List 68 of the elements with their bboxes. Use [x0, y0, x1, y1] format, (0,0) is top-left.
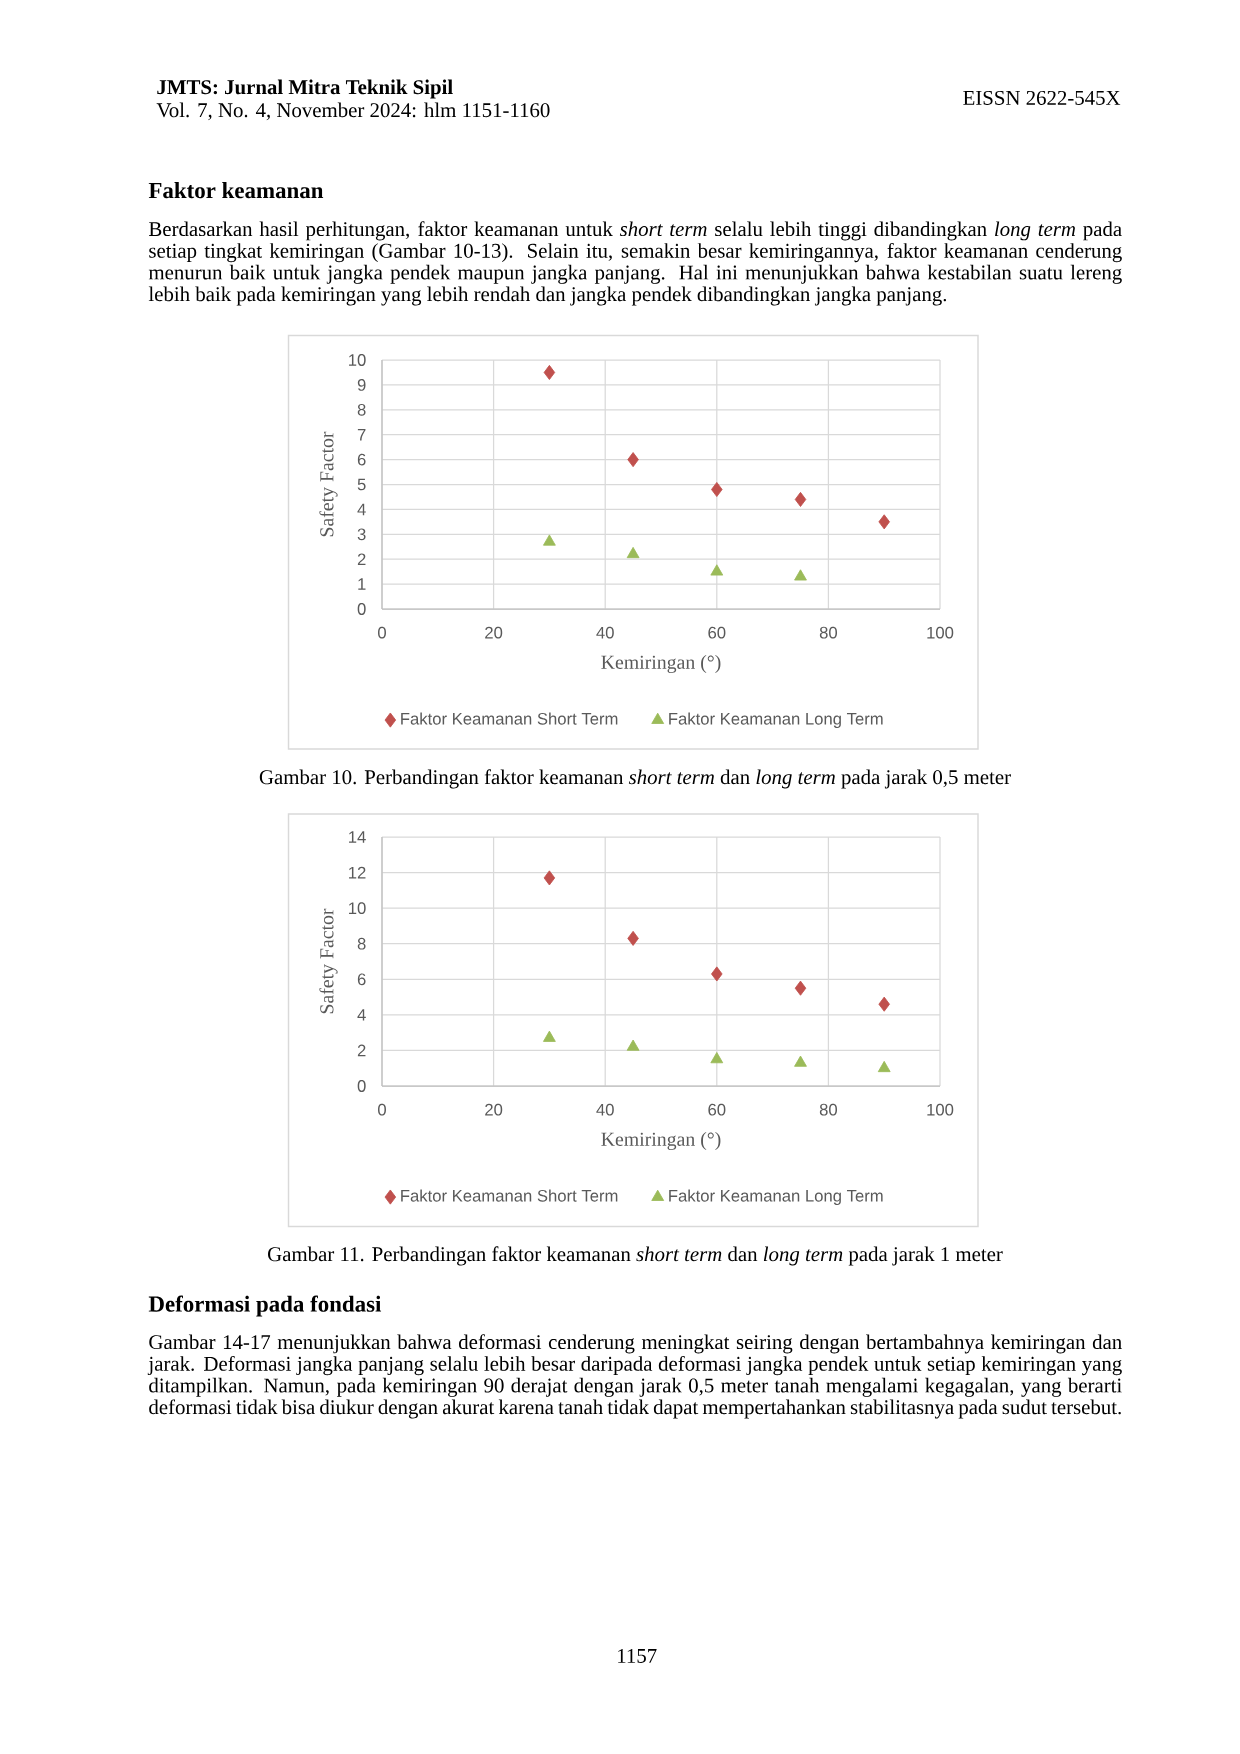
- x-tick-label: 100: [927, 1103, 954, 1116]
- y-axis-title: Safety Factor: [319, 431, 338, 537]
- point: [794, 491, 807, 507]
- text: Vol. 7, No. 4, November 2024: hlm 1151-1160: [156, 102, 550, 121]
- x-tick-label: 0: [378, 1103, 386, 1116]
- point: [877, 1060, 891, 1073]
- point: [794, 569, 807, 581]
- point: [627, 930, 639, 946]
- text: JMTS: Jurnal Mitra Teknik Sipil: [157, 79, 453, 99]
- y-tick-label: 10: [349, 354, 366, 366]
- point: [543, 364, 556, 380]
- text: 1157: [618, 1648, 657, 1663]
- y-tick-label: 0: [357, 1080, 366, 1092]
- x-tick-label: 80: [819, 1103, 838, 1116]
- point: [710, 1052, 724, 1064]
- point: [711, 966, 723, 982]
- y-tick-label: 8: [357, 403, 366, 416]
- y-tick-label: 7: [357, 428, 366, 441]
- y-tick-label: 12: [349, 866, 366, 879]
- x-axis-title: Kemiringan (°): [601, 1132, 721, 1151]
- y-tick-label: 6: [357, 453, 366, 466]
- y-tick-label: 0: [357, 603, 366, 615]
- x-tick-label: 40: [596, 1103, 614, 1116]
- x-tick-label: 40: [596, 626, 614, 639]
- point: [878, 996, 890, 1012]
- point: [543, 870, 556, 886]
- y-axis-title: Safety Factor: [319, 908, 338, 1014]
- x-tick-label: 20: [485, 1103, 503, 1116]
- x-tick-label: 60: [708, 1103, 726, 1116]
- text: Faktor keamanan: [148, 182, 324, 199]
- point: [543, 1030, 556, 1042]
- point: [794, 1055, 807, 1067]
- y-tick-label: 8: [357, 937, 366, 950]
- point: [543, 534, 556, 546]
- x-tick-label: 100: [927, 626, 954, 639]
- legend-label: Faktor Keamanan Long Term: [669, 712, 883, 728]
- point: [626, 1039, 640, 1051]
- x-tick-label: 20: [485, 626, 503, 639]
- text: Berdasarkan hasil perhitungan, faktor keamanan untuk short term selalu lebih tinggi dibandingkan long term pada setiap tingkat kemiringan (Gambar 10-13). Selain itu, semakin besar kemiringannya, faktor keamanan cenderung menurun baik untuk jangka pendek maupun jangka panjang. Hal ini menunjukkan bahwa kestabilan suatu lereng lebih baik pada kemiringan yang lebih rendah dan jangka pendek dibandingkan jangka panjang.: [148, 221, 1122, 306]
- y-tick-label: 2: [357, 553, 366, 566]
- y-tick-label: 4: [357, 503, 366, 516]
- point: [626, 546, 640, 559]
- y-tick-label: 10: [349, 902, 366, 915]
- x-tick-label: 80: [819, 626, 838, 639]
- legend-label: Faktor Keamanan Short Term: [401, 712, 618, 725]
- y-tick-label: 2: [357, 1044, 366, 1057]
- legend-label: Faktor Keamanan Long Term: [669, 1189, 883, 1205]
- x-tick-label: 60: [708, 626, 726, 639]
- text: Gambar 10. Perbandingan faktor keamanan short term dan long term pada jarak 0,5 meter: [259, 769, 1011, 789]
- point: [627, 452, 639, 468]
- text: Gambar 14-17 menunjukkan bahwa deformasi cenderung meningkat seiring dengan bertambahnya kemiringan dan jarak. Deformasi jangka panjang selalu lebih besar daripada deformasi jangka pendek untuk setiap kemiringan yang ditampilkan. Namun, pada kemiringan 90 derajat dengan jarak 0,5 meter tanah mengalami kegagalan, yang berarti deformasi tidak bisa diukur dengan akurat karena tanah tidak dapat mempertahankan stabilitasnya pada sudut tersebut.: [147, 1334, 1122, 1419]
- text: Gambar 11. Perbandingan faktor keamanan short term dan long term pada jarak 1 meter: [268, 1246, 1003, 1266]
- point: [878, 514, 890, 530]
- y-tick-label: 4: [357, 1009, 366, 1021]
- x-tick-label: 0: [378, 626, 386, 639]
- point: [711, 481, 723, 497]
- y-tick-label: 6: [357, 973, 366, 986]
- y-tick-label: 9: [357, 379, 366, 391]
- point: [710, 564, 724, 576]
- y-tick-label: 5: [357, 478, 366, 491]
- y-tick-label: 3: [357, 528, 366, 541]
- x-axis-title: Kemiringan (°): [601, 655, 721, 674]
- legend-label: Faktor Keamanan Short Term: [401, 1189, 618, 1202]
- y-tick-label: 1: [358, 578, 366, 590]
- text: Deformasi pada fondasi: [148, 1295, 382, 1317]
- y-tick-label: 14: [349, 831, 366, 843]
- text: EISSN 2622-545X: [963, 90, 1121, 105]
- point: [794, 980, 807, 996]
